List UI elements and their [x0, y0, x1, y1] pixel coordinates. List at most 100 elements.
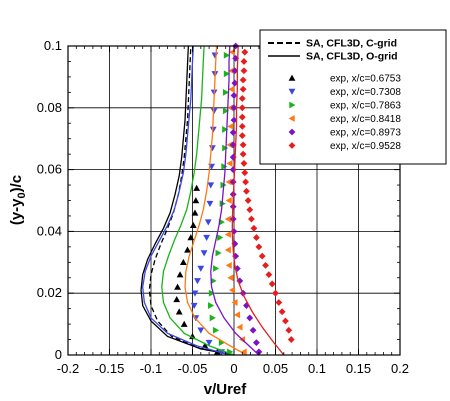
data-point — [231, 299, 238, 306]
data-point — [268, 280, 276, 288]
legend-swatch-marker — [288, 74, 296, 81]
y-tick-label: 0.02 — [37, 285, 62, 300]
data-point — [253, 234, 260, 241]
legend-entry-label: exp, x/c=0.7863 — [330, 101, 401, 112]
data-point — [241, 48, 249, 56]
data-point — [223, 70, 230, 78]
data-point — [210, 277, 217, 285]
series-12 — [231, 45, 285, 356]
legend-entry-label: exp, x/c=0.6753 — [330, 74, 401, 85]
data-point — [228, 286, 236, 294]
data-point — [176, 271, 184, 278]
data-point — [184, 246, 191, 253]
series-line — [184, 45, 247, 356]
data-point — [190, 302, 198, 309]
data-point — [231, 240, 239, 248]
y-tick-label: 0.04 — [37, 223, 62, 238]
data-point — [227, 104, 234, 112]
data-point — [230, 92, 238, 99]
data-point — [225, 197, 232, 204]
data-point — [258, 252, 266, 260]
legend-swatch-marker — [289, 101, 296, 109]
series-9 — [161, 45, 235, 356]
data-point — [228, 85, 235, 93]
data-point — [282, 317, 289, 325]
series-line — [148, 45, 235, 356]
data-point — [253, 339, 260, 347]
data-point — [229, 129, 237, 136]
data-point — [239, 150, 247, 158]
x-tick-label: 0.15 — [346, 361, 371, 376]
data-point — [175, 308, 183, 315]
y-tick-label: 0.08 — [37, 100, 62, 115]
data-point — [228, 67, 235, 75]
series-line — [231, 45, 285, 356]
data-point — [174, 283, 181, 290]
x-tick-label: 0.2 — [391, 361, 409, 376]
data-point — [278, 308, 286, 316]
legend-swatch-marker — [288, 115, 295, 122]
data-point — [239, 85, 247, 93]
legend-swatch-marker — [288, 88, 296, 95]
data-point — [200, 250, 208, 257]
data-point — [224, 231, 231, 238]
data-point — [255, 243, 263, 251]
x-tick-label: 0 — [230, 361, 237, 376]
x-tick-label: -0.15 — [95, 361, 125, 376]
data-point — [197, 265, 205, 272]
series-5 — [238, 48, 295, 343]
data-point — [179, 258, 187, 266]
data-point — [238, 95, 246, 102]
data-point — [238, 122, 246, 130]
data-point — [240, 67, 248, 75]
legend-entry-label: exp, x/c=0.8418 — [330, 114, 401, 125]
data-point — [238, 132, 246, 140]
data-point — [236, 323, 243, 331]
data-point — [230, 228, 238, 235]
data-point — [275, 299, 283, 306]
y-tick-label: 0.06 — [37, 162, 62, 177]
data-point — [230, 116, 238, 124]
data-point — [243, 302, 250, 309]
x-tick-label: 0.05 — [263, 361, 288, 376]
y-tick-label: 0 — [55, 347, 62, 362]
x-tick-label: 0.1 — [308, 361, 326, 376]
series-11 — [210, 45, 260, 356]
plot-series — [140, 42, 295, 356]
data-point — [208, 302, 215, 309]
data-point — [191, 209, 199, 216]
legend-box — [259, 29, 447, 165]
data-point — [242, 178, 250, 186]
data-point — [243, 187, 250, 195]
x-axis-title: v/Uref — [204, 381, 248, 398]
series-line — [140, 45, 235, 356]
data-point — [209, 314, 216, 322]
data-point — [225, 261, 232, 269]
data-point — [206, 200, 214, 207]
data-point — [233, 311, 241, 319]
data-point — [230, 104, 238, 112]
data-point — [231, 79, 239, 87]
legend-entry-label: exp, x/c=0.7308 — [330, 87, 401, 98]
data-point — [203, 234, 211, 241]
data-point — [213, 265, 220, 272]
data-point — [222, 88, 230, 96]
data-point — [285, 326, 293, 334]
data-point — [221, 163, 228, 170]
data-point — [240, 160, 248, 167]
data-point — [265, 271, 273, 279]
data-point — [189, 221, 197, 228]
y-axis-title-main: (y-y — [8, 198, 25, 225]
data-point — [272, 289, 279, 297]
data-point — [197, 327, 205, 334]
y-tick-label: 0.1 — [44, 38, 62, 53]
data-point — [180, 320, 188, 327]
data-point — [224, 246, 231, 254]
data-point — [240, 58, 248, 65]
data-point — [239, 76, 247, 84]
series-8 — [142, 45, 231, 356]
data-point — [213, 326, 220, 334]
data-point — [250, 224, 258, 232]
data-point — [207, 182, 215, 189]
